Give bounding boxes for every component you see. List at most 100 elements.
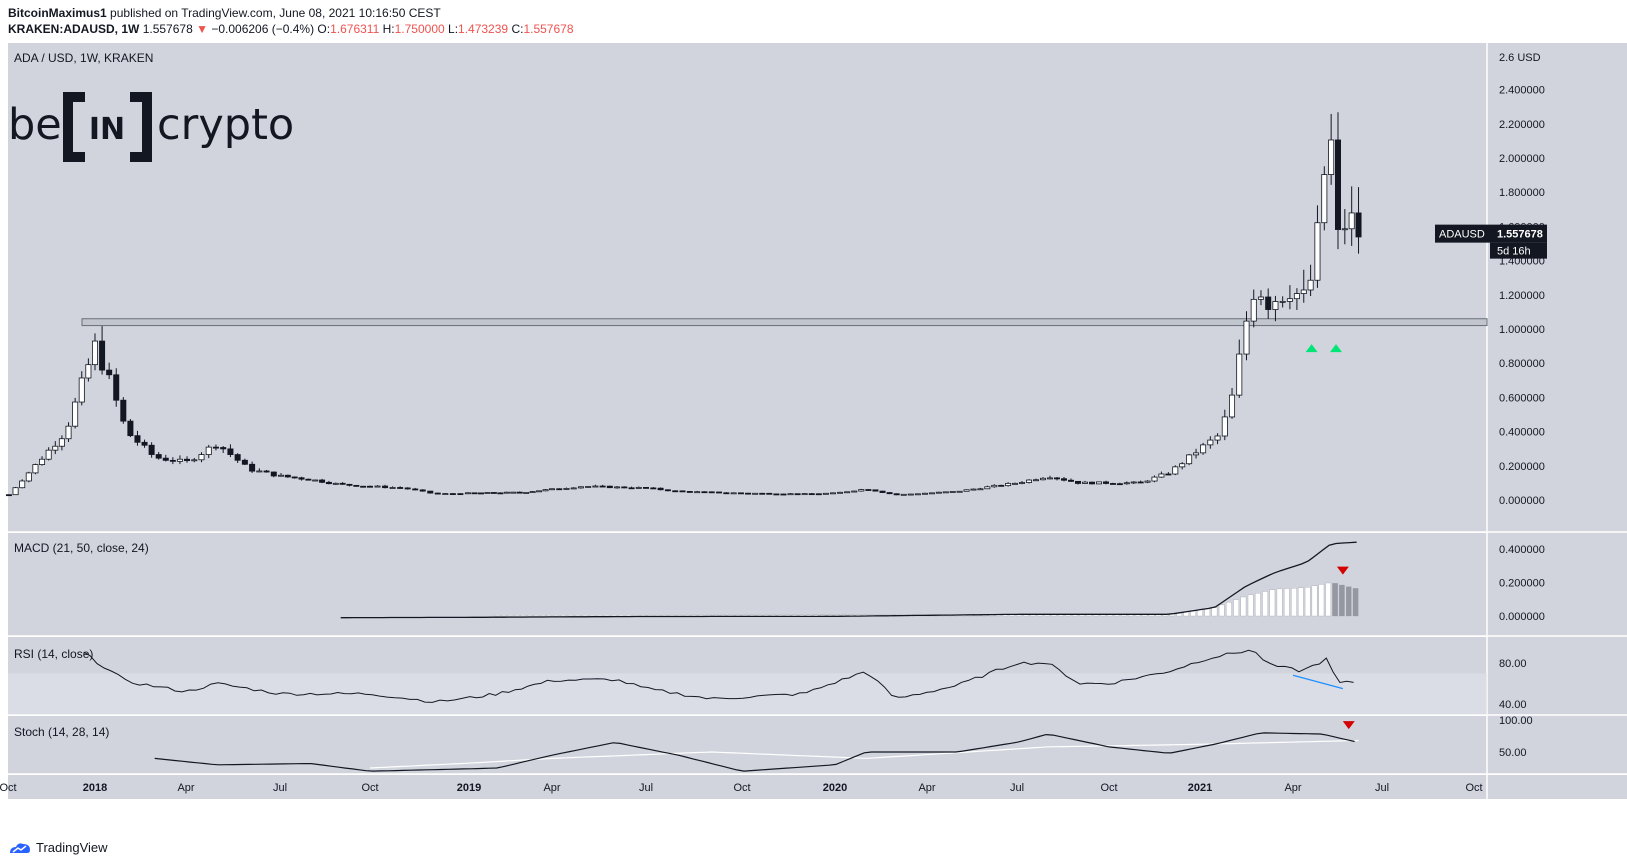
candle xyxy=(977,487,984,491)
candle xyxy=(1026,479,1033,484)
candle xyxy=(780,493,787,496)
green-arrow-up xyxy=(1330,344,1343,353)
candle xyxy=(694,490,701,494)
candle-body xyxy=(1082,481,1089,484)
candle xyxy=(592,484,599,488)
candle xyxy=(382,484,389,489)
candle xyxy=(25,471,32,483)
candle xyxy=(92,333,99,371)
candle xyxy=(773,493,780,496)
candle xyxy=(1207,436,1214,449)
candle-body xyxy=(1158,473,1165,478)
rsi-divergence-line xyxy=(1292,674,1344,690)
x-tick: 2018 xyxy=(83,782,107,794)
candle xyxy=(85,358,92,382)
candle-body xyxy=(1236,353,1243,396)
candle-body xyxy=(921,492,928,495)
candle-body xyxy=(516,491,523,494)
candle-body xyxy=(45,449,52,460)
stoch-k-line xyxy=(154,732,1355,772)
candle xyxy=(787,493,794,496)
candle xyxy=(1096,481,1103,485)
candle xyxy=(1328,113,1335,185)
candle xyxy=(1250,289,1257,328)
symbol-label[interactable]: KRAKEN:ADAUSD, 1W xyxy=(8,22,140,36)
candle xyxy=(1286,285,1293,310)
candle xyxy=(1314,205,1321,288)
candle xyxy=(872,489,879,492)
candle-body xyxy=(412,488,419,491)
candle-body xyxy=(339,482,346,485)
candle-body xyxy=(865,489,872,491)
candle-body xyxy=(5,494,12,497)
candle-body xyxy=(737,492,744,495)
candle xyxy=(5,494,12,497)
candle-body xyxy=(1293,293,1300,300)
candle xyxy=(389,486,396,489)
ohlc-open: 1.676311 xyxy=(330,22,380,36)
candle-body xyxy=(1279,300,1286,303)
candle-body xyxy=(1054,477,1061,480)
candle xyxy=(346,483,353,487)
macd-hist-bar xyxy=(514,615,520,617)
candle-body xyxy=(503,491,510,494)
ohlc-close: 1.557678 xyxy=(523,22,574,36)
candle-body xyxy=(886,492,893,495)
publisher-name[interactable]: BitcoinMaximus1 xyxy=(8,6,107,20)
logo-text-be: be xyxy=(8,100,62,150)
candle-body xyxy=(780,493,787,496)
symbol-header: KRAKEN:ADAUSD, 1W 1.557678 ▼ −0.006206 (… xyxy=(8,22,574,36)
candle xyxy=(1158,471,1165,478)
candle-body xyxy=(25,472,32,482)
candle xyxy=(542,489,549,492)
red-arrow-down xyxy=(1336,566,1349,575)
candle-body xyxy=(1068,479,1075,482)
price-tag: ADAUSD 1.557678 5d 16h xyxy=(1435,224,1547,259)
candle-body xyxy=(549,488,556,491)
macd-y-tick: 0.000000 xyxy=(1499,611,1545,623)
macd-title: MACD (21, 50, close, 24) xyxy=(14,541,149,555)
candle xyxy=(837,491,844,494)
price-y-tick: 2.000000 xyxy=(1499,153,1545,165)
tradingview-footer[interactable]: TradingView xyxy=(8,840,108,855)
stoch-pane xyxy=(8,716,1487,774)
candle-body xyxy=(419,489,426,492)
candle-body xyxy=(127,420,134,437)
candle-body xyxy=(599,485,606,488)
candle xyxy=(503,491,510,494)
candle-body xyxy=(1200,444,1207,454)
candle xyxy=(291,476,298,479)
candle-body xyxy=(984,486,991,490)
candle-body xyxy=(1355,212,1362,238)
candle-body xyxy=(563,488,570,490)
candle xyxy=(1103,480,1110,485)
x-tick: Apr xyxy=(177,782,194,794)
candle-body xyxy=(249,463,256,472)
candle-body xyxy=(120,399,127,422)
rsi-y-tick: 80.00 xyxy=(1499,658,1527,670)
candle-body xyxy=(1328,139,1335,175)
candle-body xyxy=(382,485,389,489)
candle xyxy=(404,487,411,490)
candle-body xyxy=(106,369,113,376)
ohlc-l-label: L: xyxy=(448,22,459,36)
candle xyxy=(745,492,752,495)
x-tick: Apr xyxy=(918,782,935,794)
candle-body xyxy=(701,491,708,494)
candle-body xyxy=(1207,439,1214,446)
macd-hist-bar xyxy=(1304,587,1311,617)
candle xyxy=(1229,388,1236,419)
candle-body xyxy=(85,364,92,379)
candle xyxy=(1334,112,1341,250)
red-arrow-down xyxy=(1342,721,1355,730)
macd-pane xyxy=(8,533,1487,636)
macd-hist-bar xyxy=(527,615,533,617)
candle-body xyxy=(65,425,72,440)
candle-body xyxy=(205,446,212,455)
candle xyxy=(570,487,577,490)
candle-body xyxy=(977,488,984,491)
candle-body xyxy=(577,486,584,489)
candle xyxy=(949,491,956,493)
candle xyxy=(516,491,523,494)
